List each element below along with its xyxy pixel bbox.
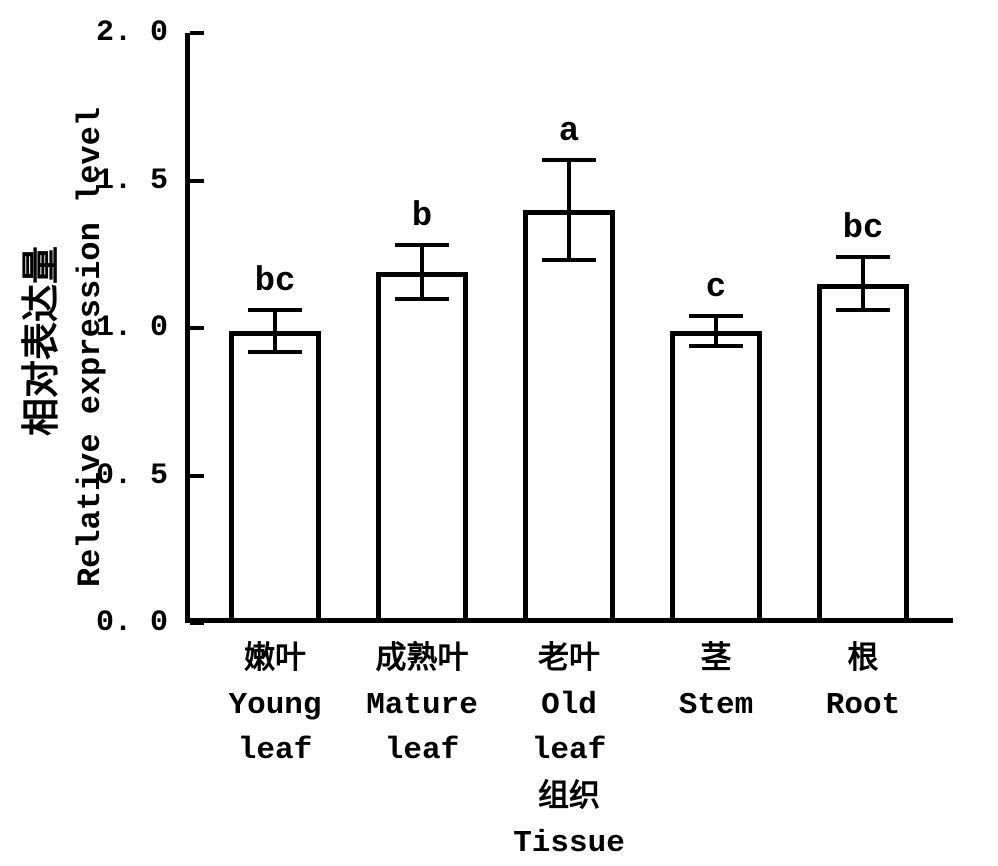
significance-letter: bc — [842, 210, 884, 249]
error-bar-cap-bottom — [248, 349, 302, 354]
x-axis-title: 组织 Tissue — [459, 776, 679, 866]
x-category-label-line: leaf — [384, 733, 460, 768]
y-axis-tick-label: 1. 5 — [95, 163, 168, 198]
y-axis-tick — [190, 31, 204, 35]
error-bar-cap-bottom — [395, 296, 449, 301]
x-category-label-line: 根 — [847, 643, 879, 678]
y-axis-tick — [190, 473, 204, 478]
bar — [523, 210, 615, 618]
x-category-label-line: Root — [825, 688, 901, 723]
significance-letter: bc — [254, 263, 296, 302]
x-category-label-line: 成熟叶 — [375, 643, 469, 678]
x-category-label-line: leaf — [237, 733, 313, 768]
error-bar-line — [420, 245, 424, 299]
x-category-label: 成熟叶 Mature leaf — [327, 638, 517, 773]
y-axis-tick-label: 0. 0 — [95, 606, 168, 640]
y-axis-tick-label: 0. 5 — [95, 458, 168, 493]
y-axis-tick-label: 2. 0 — [95, 16, 168, 50]
x-category-label-line: 嫩叶 — [244, 643, 306, 678]
significance-letter: a — [558, 112, 580, 151]
y-axis-tick-label: 1. 0 — [95, 311, 168, 345]
x-category-label-line: Old — [541, 688, 597, 723]
x-category-label: 嫩叶 Young leaf — [180, 638, 370, 773]
x-category-label-line: Mature — [366, 688, 478, 723]
x-category-label-line: 老叶 — [538, 643, 600, 678]
error-bar-cap-top — [248, 308, 302, 313]
error-bar-cap-bottom — [542, 258, 596, 263]
error-bar-line — [861, 257, 865, 311]
bar — [376, 271, 468, 618]
error-bar-line — [714, 316, 718, 346]
error-bar-line — [273, 310, 277, 352]
error-bar-cap-bottom — [836, 308, 890, 313]
error-bar-line — [567, 159, 571, 261]
x-axis-title-chinese: 组织 — [538, 781, 600, 816]
error-bar-cap-top — [836, 255, 890, 260]
x-category-label: 老叶 Old leaf — [474, 638, 664, 773]
error-bar-cap-top — [689, 314, 743, 319]
bar — [229, 330, 321, 618]
significance-letter: b — [411, 198, 433, 237]
y-axis-tick — [190, 621, 204, 625]
significance-letter: c — [705, 269, 727, 308]
y-axis-tick — [190, 178, 204, 183]
x-category-label-line: leaf — [531, 733, 607, 768]
x-category-label: 茎 Stem — [621, 638, 811, 728]
x-category-label-line: Young — [228, 688, 322, 723]
bar — [670, 330, 762, 618]
error-bar-cap-top — [395, 243, 449, 248]
x-axis-title-english: Tissue — [513, 826, 625, 861]
error-bar-cap-top — [542, 157, 596, 162]
y-axis-tick — [190, 326, 204, 330]
bar — [817, 283, 909, 618]
x-category-label-line: Stem — [678, 688, 754, 723]
x-category-label: 根 Root — [768, 638, 958, 728]
error-bar-cap-bottom — [689, 343, 743, 348]
x-category-label-line: 茎 — [700, 643, 732, 678]
